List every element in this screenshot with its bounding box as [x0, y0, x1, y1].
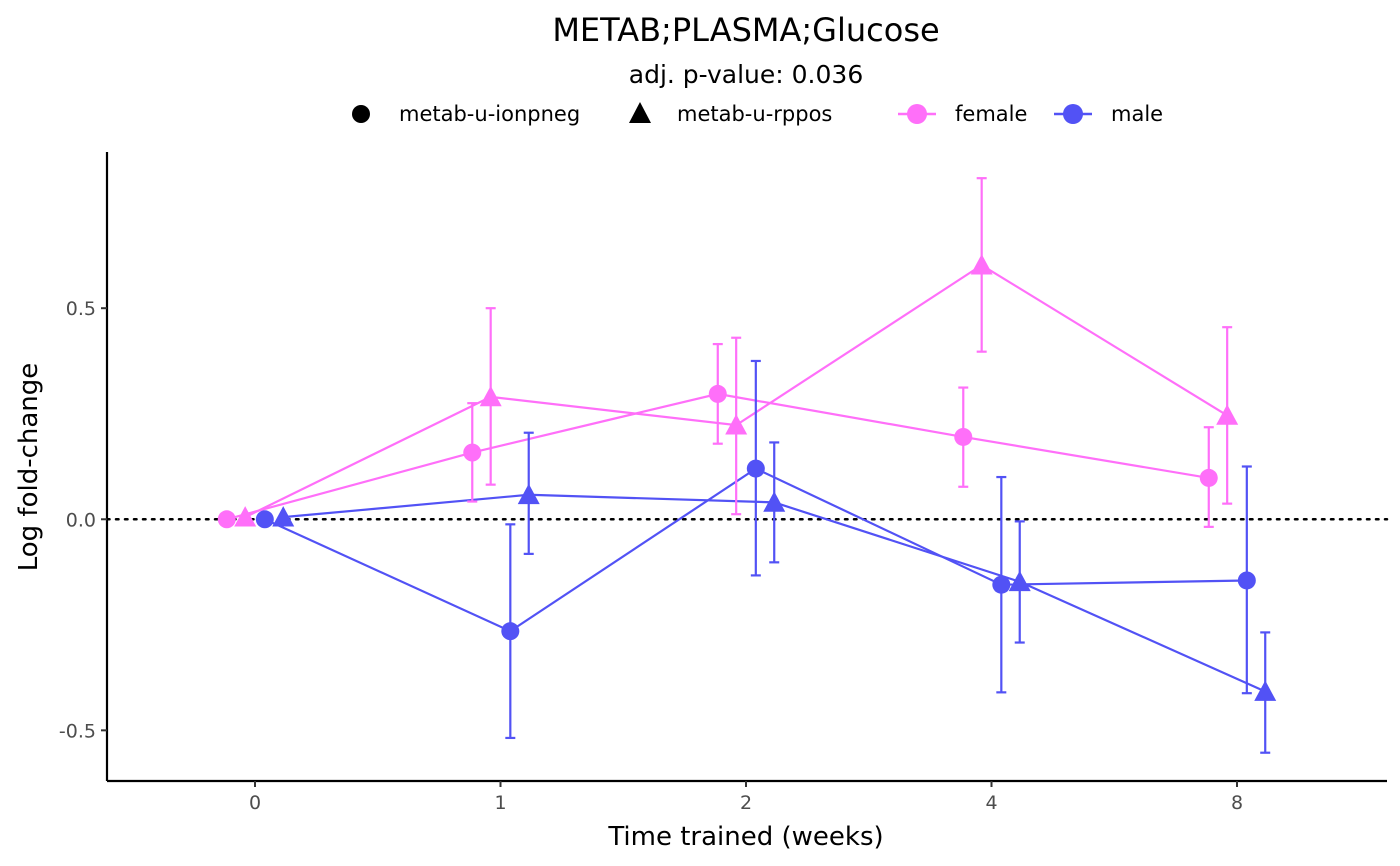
legend-triangle-icon [629, 102, 651, 123]
x-tick-label: 4 [985, 792, 997, 814]
data-point-circle [1199, 468, 1218, 487]
data-point-circle [501, 622, 520, 641]
data-point-circle [217, 510, 236, 529]
y-axis-title: Log fold-change [14, 363, 44, 572]
data-point-triangle [1008, 570, 1031, 592]
y-tick-label: 0.5 [66, 298, 96, 320]
data-point-circle [463, 443, 482, 462]
data-point-triangle [517, 483, 540, 505]
data-point-circle [1237, 571, 1256, 590]
x-axis-title: Time trained (weeks) [607, 822, 883, 852]
data-point-circle [954, 427, 973, 446]
legend-label-female: female [955, 102, 1027, 126]
data-point-triangle [1216, 404, 1239, 425]
data-point-circle [255, 510, 274, 529]
data-point-triangle [1254, 680, 1277, 701]
legend-label-male: male [1111, 102, 1163, 126]
legend-female-marker [907, 104, 927, 124]
data-point-circle [708, 384, 727, 403]
y-tick-label: -0.5 [59, 720, 96, 742]
y-tick-label: 0.0 [66, 509, 96, 531]
data-point-circle [746, 459, 765, 478]
x-tick-label: 8 [1231, 792, 1243, 814]
chart-subtitle: adj. p-value: 0.036 [629, 60, 863, 89]
data-point-triangle [970, 254, 993, 275]
x-tick-label: 2 [740, 792, 752, 814]
data-point-triangle [234, 506, 257, 527]
legend-label-rppos: metab-u-rppos [677, 102, 832, 126]
legend: metab-u-ionpneg metab-u-rppos female mal… [352, 102, 1163, 126]
chart-title: METAB;PLASMA;Glucose [552, 11, 939, 49]
legend-label-ionpneg: metab-u-ionpneg [399, 102, 580, 126]
x-ticks: 0 1 2 4 8 [249, 781, 1243, 814]
data-point-triangle [725, 414, 748, 435]
data-point-circle [992, 575, 1011, 594]
legend-male-marker [1063, 104, 1083, 124]
x-tick-label: 1 [494, 792, 506, 814]
data-point-triangle [479, 385, 502, 407]
legend-circle-icon [352, 105, 370, 123]
x-tick-label: 0 [249, 792, 261, 814]
plot-area [105, 177, 1389, 754]
y-ticks: -0.5 0.0 0.5 [59, 298, 107, 742]
data-point-triangle [272, 506, 295, 527]
data-point-triangle [763, 491, 786, 512]
